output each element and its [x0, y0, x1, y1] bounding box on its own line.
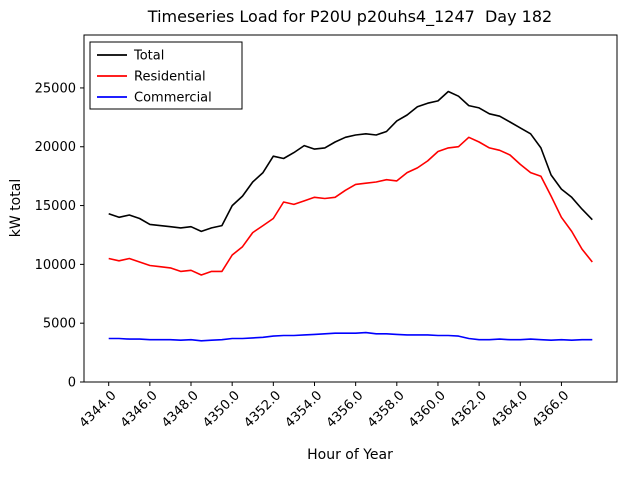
legend-label-residential: Residential [134, 70, 206, 85]
series-line-total [108, 90, 593, 233]
chart-title: Timeseries Load for P20U p20uhs4_1247 Da… [147, 7, 552, 27]
y-tick-label: 10000 [35, 258, 76, 273]
plot-frame [83, 34, 618, 383]
series-line-commercial [108, 331, 593, 342]
y-axis-label: kW total [8, 179, 24, 237]
legend-label-total: Total [133, 49, 164, 64]
legend-label-commercial: Commercial [134, 91, 212, 106]
y-tick-label: 20000 [35, 140, 76, 155]
y-tick-label: 0 [68, 376, 76, 391]
x-axis-label: Hour of Year [307, 447, 393, 463]
y-tick-label: 15000 [35, 199, 76, 214]
y-tick-label: 25000 [35, 81, 76, 96]
y-tick-label: 5000 [43, 317, 76, 332]
series-line-residential [108, 136, 593, 276]
